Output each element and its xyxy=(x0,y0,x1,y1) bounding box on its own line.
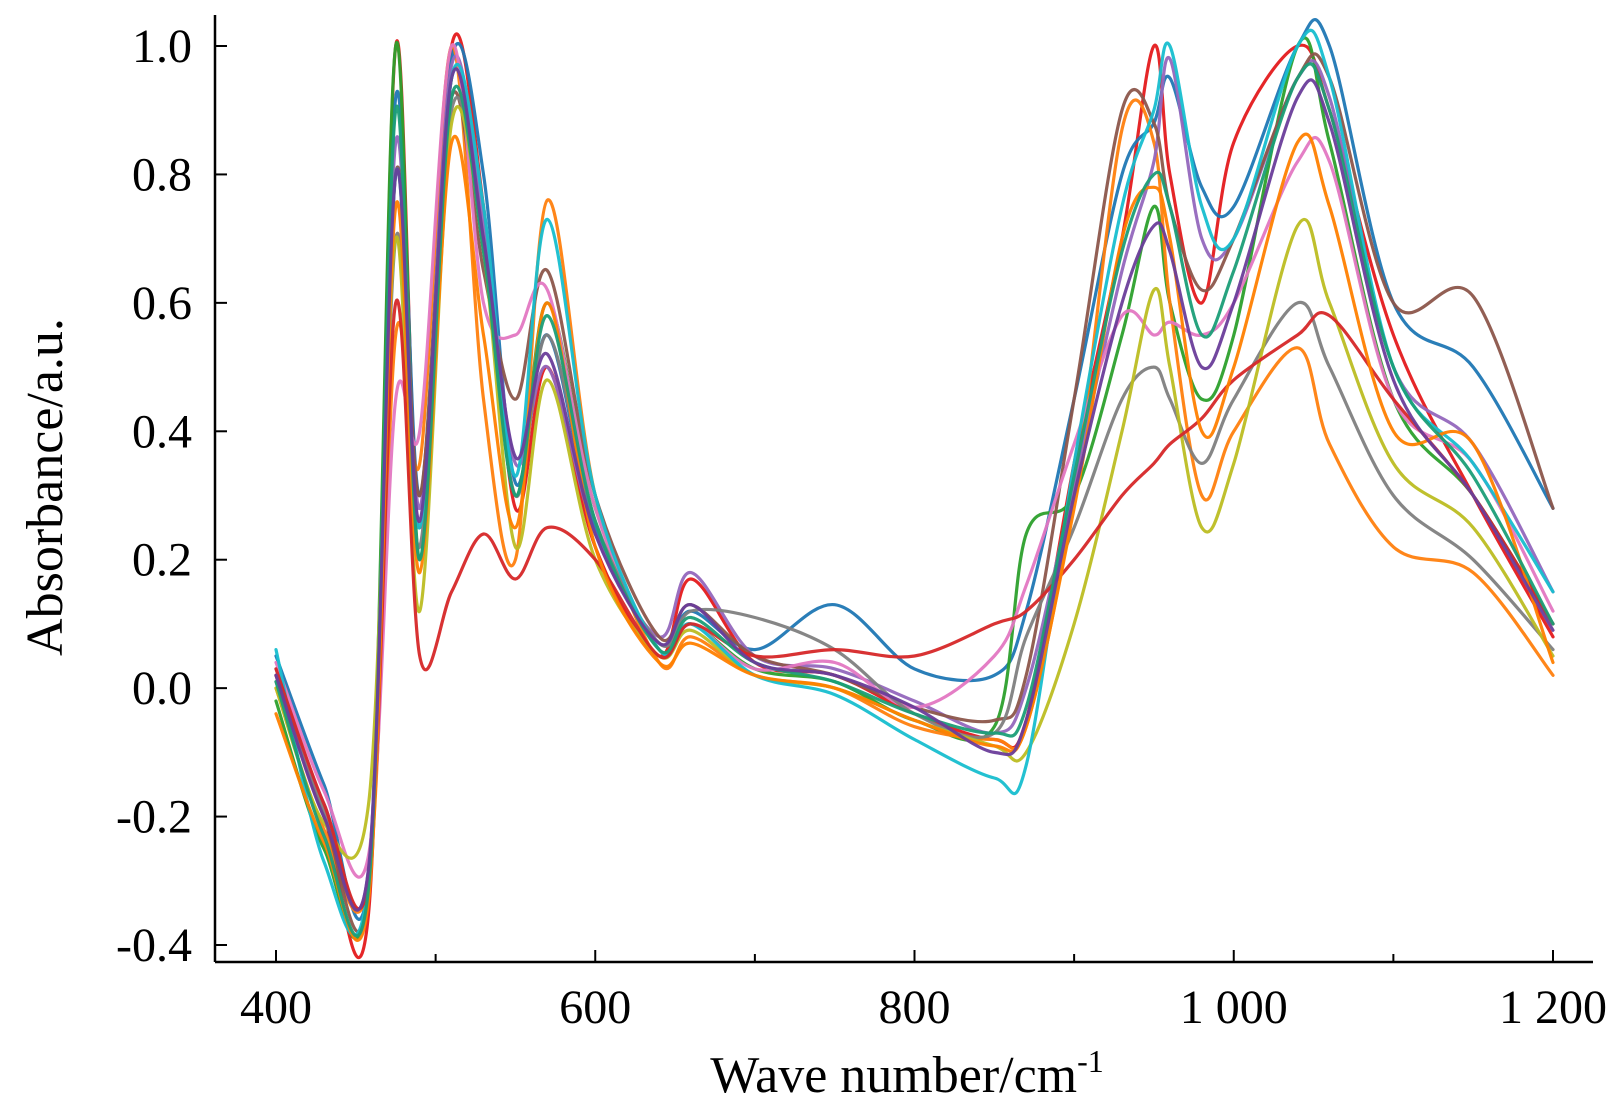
y-tick-label: 1.0 xyxy=(132,20,192,73)
y-tick-label: 0.2 xyxy=(132,534,192,587)
series-layer xyxy=(274,18,1555,960)
y-tick-label: 0.4 xyxy=(132,405,192,458)
x-axis-title-main: Wave number/cm xyxy=(710,1047,1077,1104)
x-tick-label: 400 xyxy=(240,981,312,1034)
spectrum-line xyxy=(274,105,1555,860)
x-axis-title-superscript: -1 xyxy=(1077,1043,1104,1079)
spectrum-line xyxy=(274,44,1555,914)
x-tick-label: 800 xyxy=(879,981,951,1034)
y-tick-label: 0.6 xyxy=(132,277,192,330)
x-axis-title: Wave number/cm-1 xyxy=(710,1043,1104,1104)
x-tick-label: 600 xyxy=(559,981,631,1034)
y-tick-label: -0.4 xyxy=(116,919,192,972)
x-ticks: 400 600 800 1 000 1 200 xyxy=(240,950,1607,1034)
y-tick-label: 0.8 xyxy=(132,148,192,201)
y-tick-label: -0.2 xyxy=(116,791,192,844)
spectrum-line xyxy=(274,62,1555,938)
x-tick-label: 1 200 xyxy=(1499,981,1607,1034)
spectrum-line xyxy=(274,298,1555,911)
y-axis-title: Absorbance/a.u. xyxy=(17,318,74,656)
x-tick-label: 1 000 xyxy=(1180,981,1288,1034)
y-tick-label: 0.0 xyxy=(132,662,192,715)
y-ticks: -0.4 -0.2 0.0 0.2 0.4 0.6 0.8 1.0 xyxy=(116,20,227,972)
spectrum-line xyxy=(274,67,1555,912)
